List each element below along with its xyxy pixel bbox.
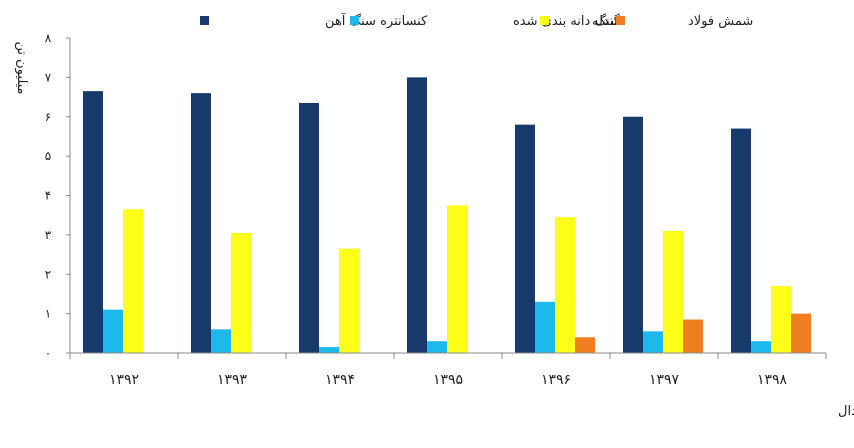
y-axis-label: میلیون تن — [14, 41, 29, 94]
bar — [535, 301, 555, 353]
source-note: منبع: کدال — [838, 404, 854, 419]
category-label: ۱۳۹۷ — [649, 372, 680, 388]
bar — [771, 286, 791, 353]
legend-swatch — [200, 16, 209, 25]
legend-entry: کنسانتره سنگ آهن — [325, 12, 428, 29]
y-tick-label: ۳ — [45, 228, 52, 242]
legend-entry: گندله — [592, 13, 621, 29]
bar — [643, 331, 663, 353]
category-label: ۱۳۹۶ — [541, 372, 571, 388]
x-axis: ۱۳۹۲ ۱۳۹۳ ۱۳۹۴ ۱۳۹۵ ۱۳۹۶ ۱۳۹۷ ۱۳۹۸ — [69, 352, 827, 388]
bar — [211, 329, 231, 353]
legend-swatch — [350, 16, 359, 25]
bar — [791, 313, 811, 353]
bar — [191, 93, 211, 353]
legend-swatch — [616, 16, 625, 25]
y-tick-label: ۴ — [45, 189, 51, 203]
bar — [447, 205, 467, 353]
y-tick-label: ۰ — [45, 346, 51, 360]
bar — [663, 230, 683, 353]
bar — [427, 341, 447, 353]
bar — [299, 102, 319, 353]
y-tick-label: ۸ — [45, 31, 52, 45]
legend-entry: سنگ دانه بندی شده — [513, 13, 621, 29]
y-axis: ۰ ۱ ۲ ۳ ۴ ۵ ۶ ۷ ۸ — [45, 31, 71, 360]
legend-swatch — [540, 16, 549, 25]
category-label: ۱۳۹۵ — [433, 372, 463, 388]
bar — [623, 116, 643, 353]
bar — [123, 209, 143, 353]
bar — [319, 347, 339, 353]
y-tick-label: ۶ — [45, 110, 51, 124]
bar — [683, 319, 703, 353]
bar — [751, 341, 771, 353]
y-tick-label: ۵ — [45, 149, 51, 163]
bar — [83, 91, 103, 353]
bars — [83, 77, 811, 353]
bar — [339, 248, 359, 353]
category-label: ۱۳۹۸ — [757, 372, 788, 388]
y-tick-label: ۱ — [45, 307, 51, 321]
category-label: ۱۳۹۳ — [217, 372, 248, 388]
bar — [575, 337, 595, 353]
bar — [731, 128, 751, 353]
bar — [231, 232, 251, 353]
bar — [555, 217, 575, 353]
bar — [407, 77, 427, 353]
bar — [515, 124, 535, 353]
y-tick-label: ۷ — [45, 70, 52, 84]
y-tick-label: ۲ — [45, 267, 51, 281]
category-label: ۱۳۹۲ — [109, 372, 139, 388]
bar — [103, 309, 123, 353]
legend-entry: شمش فولاد — [688, 14, 753, 29]
category-label: ۱۳۹۴ — [325, 372, 355, 388]
